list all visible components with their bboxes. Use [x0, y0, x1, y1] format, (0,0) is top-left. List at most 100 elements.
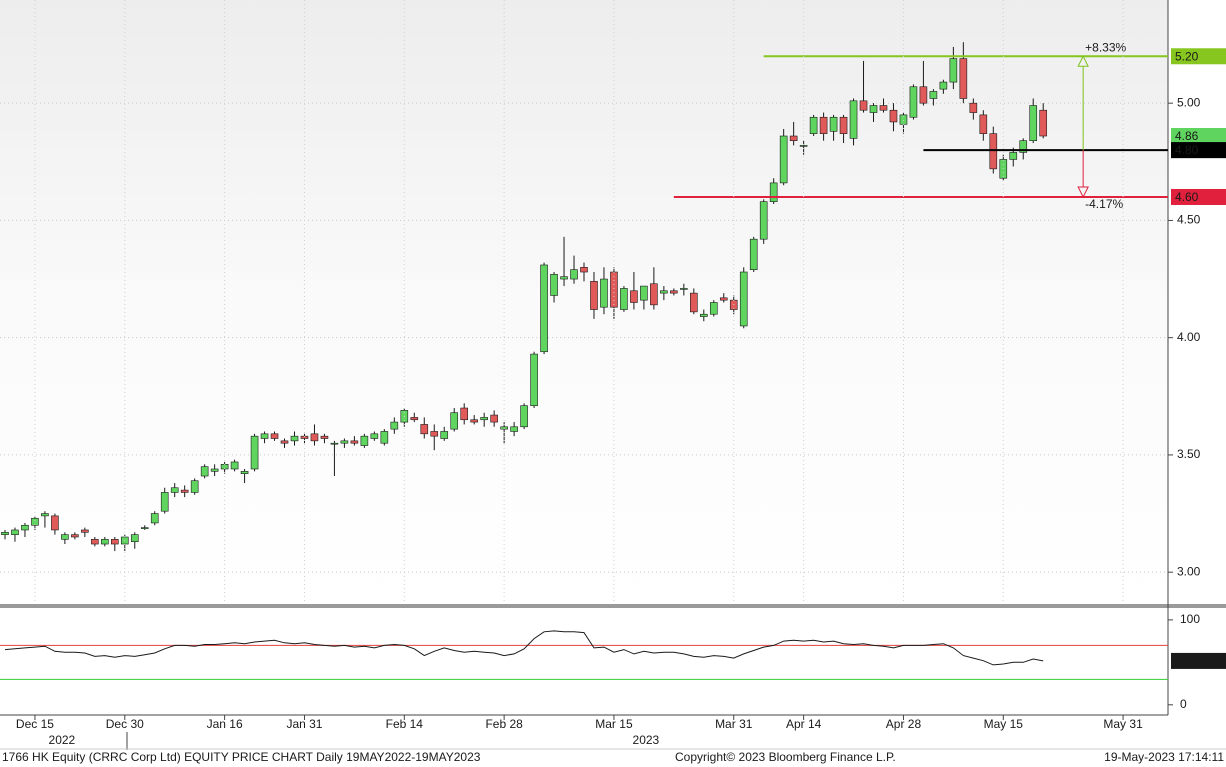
x-tick-label: Apr 28: [886, 717, 922, 731]
candle-body: [979, 114, 988, 134]
panel-divider: [0, 604, 1226, 608]
level-tag-label: 5.20: [1175, 49, 1199, 63]
y-tick-label: 4.50: [1177, 213, 1201, 227]
candle-body: [929, 91, 938, 99]
x-tick-label: Feb 14: [386, 717, 424, 731]
footer-right: 19-May-2023 17:14:11: [1104, 750, 1224, 764]
candle-body: [580, 267, 588, 273]
candle-body: [130, 534, 139, 542]
x-tick-label: Dec 15: [16, 717, 54, 731]
candle-body: [111, 539, 119, 545]
x-tick-label: Feb 28: [485, 717, 523, 731]
candle-body: [470, 419, 478, 423]
candle-body: [690, 292, 698, 313]
candle-body: [719, 297, 728, 301]
candle-body: [670, 290, 678, 294]
candle-body: [779, 135, 788, 184]
candle-body: [230, 461, 239, 470]
candle-body: [170, 487, 179, 493]
candle-body: [1019, 140, 1028, 153]
candle-body: [709, 302, 718, 315]
candle-body: [250, 435, 259, 470]
candle-body: [1009, 152, 1018, 160]
candle-body: [550, 274, 558, 296]
y-tick-label: 100: [1180, 612, 1200, 626]
candle-body: [61, 534, 69, 540]
candle-body: [420, 424, 429, 435]
candle-body: [879, 105, 888, 111]
rsi-tag: [1171, 652, 1226, 669]
candle-body: [370, 433, 379, 439]
candle-body: [660, 290, 668, 294]
footer-center: Copyright© 2023 Bloomberg Finance L.P.: [675, 750, 896, 764]
candle-body: [1029, 105, 1038, 141]
candle-body: [101, 539, 109, 545]
range-annotation: +8.33%: [1085, 40, 1126, 54]
x-tick-label: Dec 30: [106, 717, 144, 731]
candle-body: [21, 524, 29, 531]
candle-body: [410, 417, 419, 421]
candle-body: [560, 276, 568, 280]
rsi-line: [4, 630, 1044, 666]
candle-body: [260, 433, 269, 439]
candle-body: [889, 109, 898, 123]
last-price-label: 4.86: [1175, 129, 1199, 143]
candle-body: [600, 278, 608, 308]
candle-body: [270, 433, 279, 439]
candle-body: [450, 412, 459, 430]
candle-body: [81, 529, 89, 533]
arrow-head: [1077, 186, 1089, 199]
candle-body: [959, 58, 968, 99]
candle-body: [969, 102, 978, 113]
y-tick-label: 3.00: [1177, 564, 1201, 578]
candle-body: [759, 201, 768, 240]
candle-body: [789, 135, 798, 141]
candle-body: [41, 513, 49, 517]
candle-body: [340, 440, 349, 444]
candle-body: [31, 517, 39, 526]
x-tick-label: May 15: [984, 717, 1024, 731]
candle-body: [71, 534, 79, 538]
candle-body: [909, 86, 918, 118]
candle-body: [610, 271, 618, 308]
candle-body: [530, 353, 538, 406]
candle-body: [799, 145, 808, 147]
rsi-panel: [0, 608, 1168, 715]
candle-body: [650, 283, 658, 306]
level-tag-label: 4.60: [1175, 190, 1199, 204]
candle-body: [570, 269, 578, 280]
candle-body: [360, 435, 369, 446]
candle-body: [150, 513, 159, 524]
candle-body: [839, 116, 848, 134]
candle-body: [430, 431, 439, 437]
x-tick-label: May 31: [1103, 717, 1143, 731]
candle-body: [1039, 109, 1048, 137]
candle-body: [630, 290, 638, 303]
candle-body: [809, 116, 818, 134]
candle-body: [320, 435, 329, 439]
candle-body: [490, 414, 498, 423]
candle-body: [11, 529, 19, 535]
candle-body: [680, 288, 688, 290]
x-tick-label: Jan 16: [207, 717, 243, 731]
candle-body: [390, 421, 399, 430]
candle-body: [590, 281, 598, 310]
candle-body: [869, 105, 878, 113]
candle-body: [540, 264, 548, 353]
candle-body: [51, 515, 59, 531]
footer-left: 1766 HK Equity (CRRC Corp Ltd) EQUITY PR…: [2, 750, 481, 764]
candle-body: [819, 116, 828, 134]
price-panel: [0, 0, 1168, 605]
candle-body: [91, 539, 99, 545]
year-label: 2023: [633, 733, 660, 747]
candle-body: [460, 407, 469, 421]
candle-body: [190, 480, 199, 493]
candle-body: [739, 271, 748, 327]
candle-body: [330, 442, 339, 445]
candle-body: [939, 81, 948, 90]
level-tag-label: 4.80: [1175, 143, 1199, 157]
candle-body: [699, 313, 708, 317]
candle-body: [640, 285, 648, 301]
